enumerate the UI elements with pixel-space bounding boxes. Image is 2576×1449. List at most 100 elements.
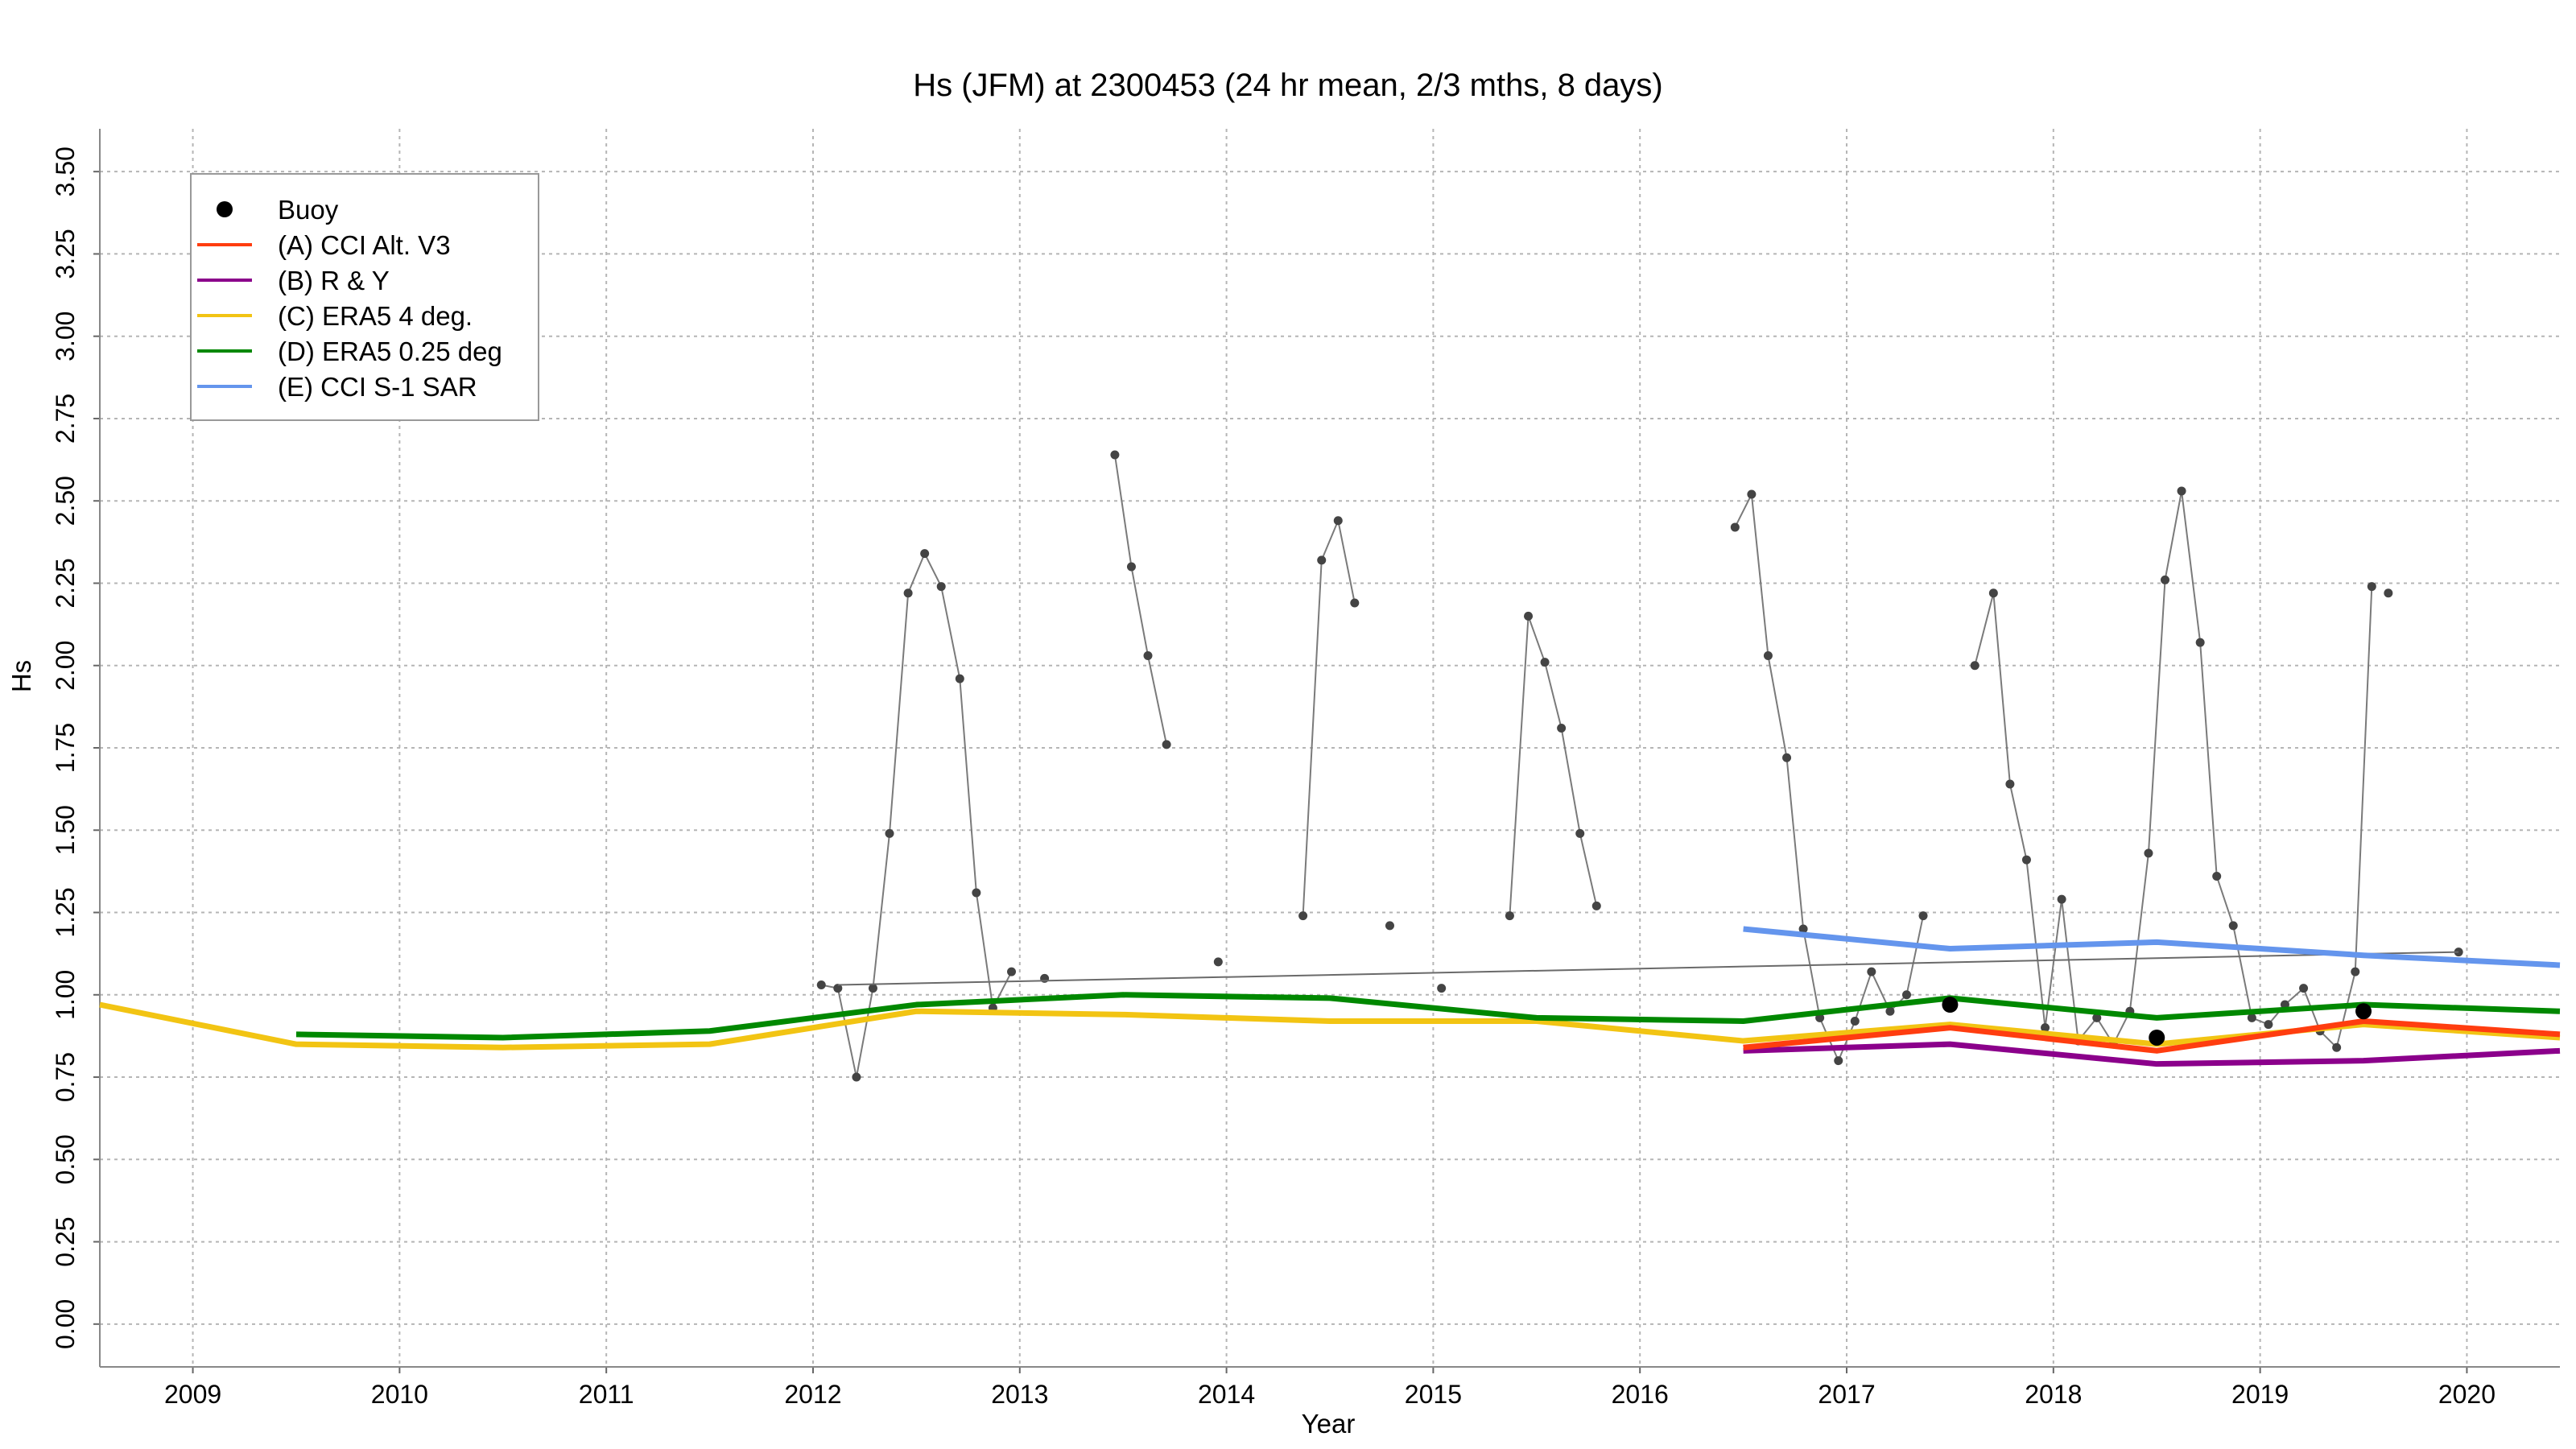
y-tick-label: 1.00 xyxy=(51,970,80,1020)
y-tick-label: 2.50 xyxy=(51,476,80,526)
buoy-monthly-line xyxy=(1974,490,2373,1050)
y-tick-label: 2.25 xyxy=(51,558,80,608)
legend-marker-buoy xyxy=(217,201,233,217)
legend-label: (A) CCI Alt. V3 xyxy=(278,230,451,260)
legend-label: (D) ERA5 0.25 deg xyxy=(278,336,502,366)
tick-labels: 0.00 0.25 0.50 0.75 1.00 1.25 1.50 1.75 2.00 2.25… xyxy=(51,147,2496,1409)
buoy-monthly-point xyxy=(868,984,877,993)
y-tick-label: 0.75 xyxy=(51,1052,80,1102)
legend-label: (C) ERA5 4 deg. xyxy=(278,301,473,331)
series-line-e-cci-s-1-sar xyxy=(1743,926,2561,968)
buoy-monthly-line xyxy=(821,551,1013,1078)
y-tick-label: 2.75 xyxy=(51,394,80,444)
buoy-monthly-point xyxy=(1110,450,1120,460)
buoy-monthly-point xyxy=(1867,967,1876,976)
buoy-monthly-point xyxy=(1763,650,1773,660)
buoy-monthly-point xyxy=(1918,911,1928,921)
buoy-monthly-line xyxy=(1734,491,1925,1063)
x-tick-label: 2016 xyxy=(1612,1380,1669,1409)
buoy-monthly-point xyxy=(1213,957,1223,967)
buoy-monthly-point xyxy=(2021,855,2031,865)
buoy-monthly-point xyxy=(1988,588,1998,598)
buoy-monthly-point xyxy=(1540,658,1550,667)
buoy-monthly-point xyxy=(1747,489,1757,499)
buoy-monthly-point xyxy=(2057,894,2066,904)
buoy-monthly-point xyxy=(1143,650,1153,660)
y-tick-label: 1.25 xyxy=(51,887,80,937)
buoy-monthly-point xyxy=(833,984,843,993)
legend-label: (B) R & Y xyxy=(278,266,390,295)
buoy-monthly-point xyxy=(2332,1042,2342,1052)
buoy-monthly-point xyxy=(1782,753,1792,762)
buoy-monthly-point xyxy=(885,828,894,838)
x-tick-label: 2014 xyxy=(1198,1380,1255,1409)
series-layer xyxy=(99,450,2561,1082)
buoy-monthly-point xyxy=(1885,1006,1895,1016)
buoy-monthly-point xyxy=(936,582,946,592)
buoy-monthly-point xyxy=(2195,638,2205,647)
buoy-monthly-point xyxy=(852,1072,861,1082)
y-tick-label: 3.50 xyxy=(51,147,80,196)
buoy-monthly-point xyxy=(2299,984,2309,993)
buoy-monthly-point xyxy=(1970,661,1979,671)
buoy-monthly-point xyxy=(1901,990,1911,1000)
buoy-monthly-point xyxy=(2144,848,2153,858)
buoy-monthly-point xyxy=(2005,779,2015,789)
y-tick-label: 0.50 xyxy=(51,1134,80,1184)
x-tick-label: 2009 xyxy=(164,1380,221,1409)
y-tick-label: 3.00 xyxy=(51,312,80,361)
buoy-annual-point xyxy=(2149,1029,2165,1046)
buoy-annual-point xyxy=(1942,997,1959,1013)
buoy-monthly-point xyxy=(972,888,981,898)
buoy-monthly-point xyxy=(2367,582,2376,592)
buoy-monthly-line xyxy=(1509,616,1598,916)
buoy-monthly-point xyxy=(1730,522,1740,532)
buoy-monthly-point xyxy=(1798,924,1808,934)
buoy-monthly-point xyxy=(1007,967,1017,976)
buoy-monthly-point xyxy=(903,588,913,598)
y-tick-label: 0.25 xyxy=(51,1216,80,1266)
buoy-monthly-point xyxy=(1557,723,1567,733)
y-tick-label: 3.25 xyxy=(51,229,80,279)
x-tick-label: 2012 xyxy=(784,1380,841,1409)
buoy-monthly-point xyxy=(1524,611,1534,621)
x-tick-label: 2011 xyxy=(579,1380,634,1409)
series-line-c-era5-4-deg xyxy=(99,1001,2561,1051)
buoy-monthly-point xyxy=(1298,911,1308,921)
buoy-monthly-point xyxy=(2384,588,2393,598)
buoy-trend-line xyxy=(837,951,2459,986)
buoy-monthly-point xyxy=(2228,921,2238,931)
y-tick-label: 1.50 xyxy=(51,805,80,855)
buoy-monthly-point xyxy=(1126,562,1136,572)
buoy-monthly-point xyxy=(2351,967,2360,976)
buoy-monthly-point xyxy=(1350,598,1360,608)
x-axis-label: Year xyxy=(1301,1409,1356,1439)
buoy-monthly-line xyxy=(1113,454,1168,745)
y-tick-label: 0.00 xyxy=(51,1299,80,1349)
buoy-monthly-point xyxy=(1591,901,1601,910)
legend: Buoy (A) CCI Alt. V3 (B) R & Y (C) ERA5 4 d… xyxy=(190,173,539,421)
series-line-b-r-y xyxy=(1743,1041,2561,1067)
buoy-monthly-point xyxy=(1850,1017,1860,1026)
grid-layer xyxy=(100,129,2560,1367)
axes-layer xyxy=(93,129,2560,1373)
legend-label: (E) CCI S-1 SAR xyxy=(278,372,477,402)
y-tick-label: 2.00 xyxy=(51,641,80,691)
buoy-monthly-point xyxy=(2041,1023,2050,1033)
buoy-monthly-point xyxy=(1575,828,1585,838)
buoy-annual-point xyxy=(2355,1003,2372,1020)
buoy-monthly-point xyxy=(1333,516,1343,526)
buoy-monthly-point xyxy=(1437,984,1447,993)
x-tick-label: 2010 xyxy=(371,1380,428,1409)
buoy-monthly-point xyxy=(1385,921,1394,931)
buoy-monthly-point xyxy=(2212,872,2222,881)
x-tick-label: 2015 xyxy=(1405,1380,1462,1409)
legend-label: Buoy xyxy=(278,195,339,225)
series-line-d-era5-0-25-deg xyxy=(295,992,2561,1041)
x-tick-label: 2013 xyxy=(991,1380,1048,1409)
x-tick-label: 2018 xyxy=(2025,1380,2082,1409)
buoy-monthly-point xyxy=(2092,1013,2102,1022)
legend-box xyxy=(190,173,539,421)
buoy-monthly-point xyxy=(920,549,930,559)
